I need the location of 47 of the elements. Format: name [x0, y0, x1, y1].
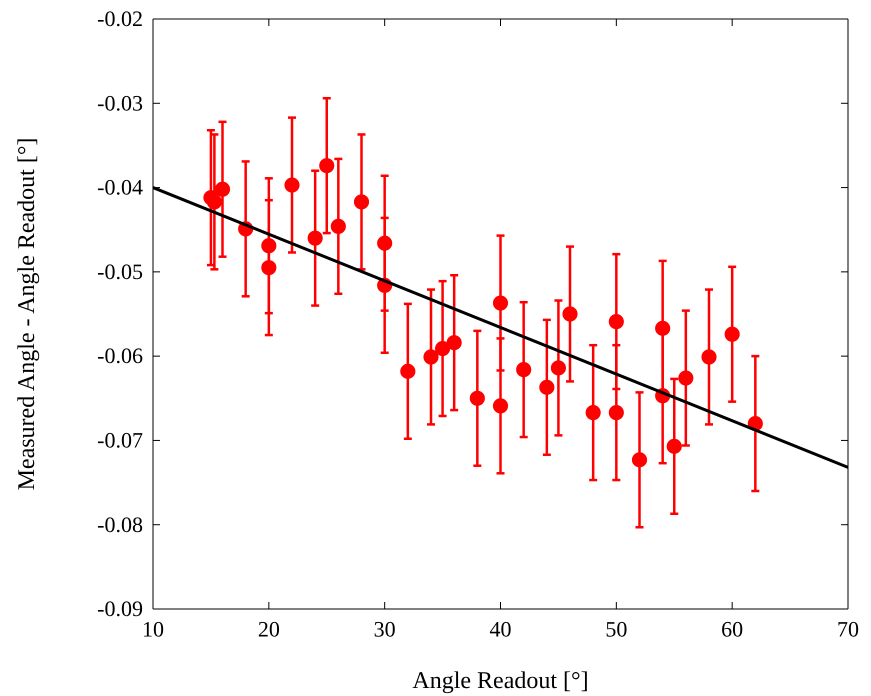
point	[423, 349, 439, 365]
x-tick-label: 70	[837, 616, 859, 642]
y-tick-label: -0.02	[97, 6, 143, 32]
y-tick-label: -0.05	[97, 258, 143, 284]
y-tick-label: -0.07	[97, 427, 143, 452]
point	[492, 295, 508, 311]
y-tick-label: -0.06	[97, 343, 143, 368]
point	[701, 349, 717, 365]
point	[666, 438, 682, 454]
y-tick-label: -0.09	[97, 596, 143, 622]
x-axis-title: Angle Readout [°]	[412, 668, 589, 694]
point	[586, 405, 601, 420]
point	[550, 360, 566, 376]
x-tick-label: 20	[258, 616, 280, 642]
y-tick-label: -0.08	[97, 512, 143, 537]
x-tick-label: 10	[142, 616, 164, 642]
x-tick-label: 40	[490, 616, 512, 642]
point	[516, 362, 532, 378]
point	[608, 314, 624, 330]
x-tick-label: 60	[721, 616, 744, 642]
point	[261, 238, 276, 254]
point	[435, 341, 450, 356]
y-axis-title: Measured Angle - Angle Readout [°]	[14, 138, 40, 490]
point	[319, 158, 334, 174]
point	[632, 452, 648, 468]
point	[330, 218, 346, 234]
point	[206, 194, 222, 210]
y-tick-label: -0.04	[97, 174, 143, 200]
point	[308, 230, 323, 246]
point	[470, 390, 485, 406]
point	[284, 177, 300, 193]
y-tick-label: -0.03	[97, 90, 143, 116]
point	[446, 335, 462, 350]
point	[214, 182, 230, 197]
point	[562, 306, 578, 322]
point	[678, 370, 694, 386]
point	[724, 326, 740, 342]
point	[261, 260, 276, 276]
x-tick-label: 50	[605, 616, 628, 642]
x-tick-label: 30	[374, 616, 396, 642]
point	[354, 194, 370, 210]
point	[539, 380, 554, 395]
point	[400, 364, 416, 379]
point	[608, 405, 624, 420]
point	[492, 398, 508, 414]
point	[377, 236, 392, 251]
point	[655, 320, 670, 336]
